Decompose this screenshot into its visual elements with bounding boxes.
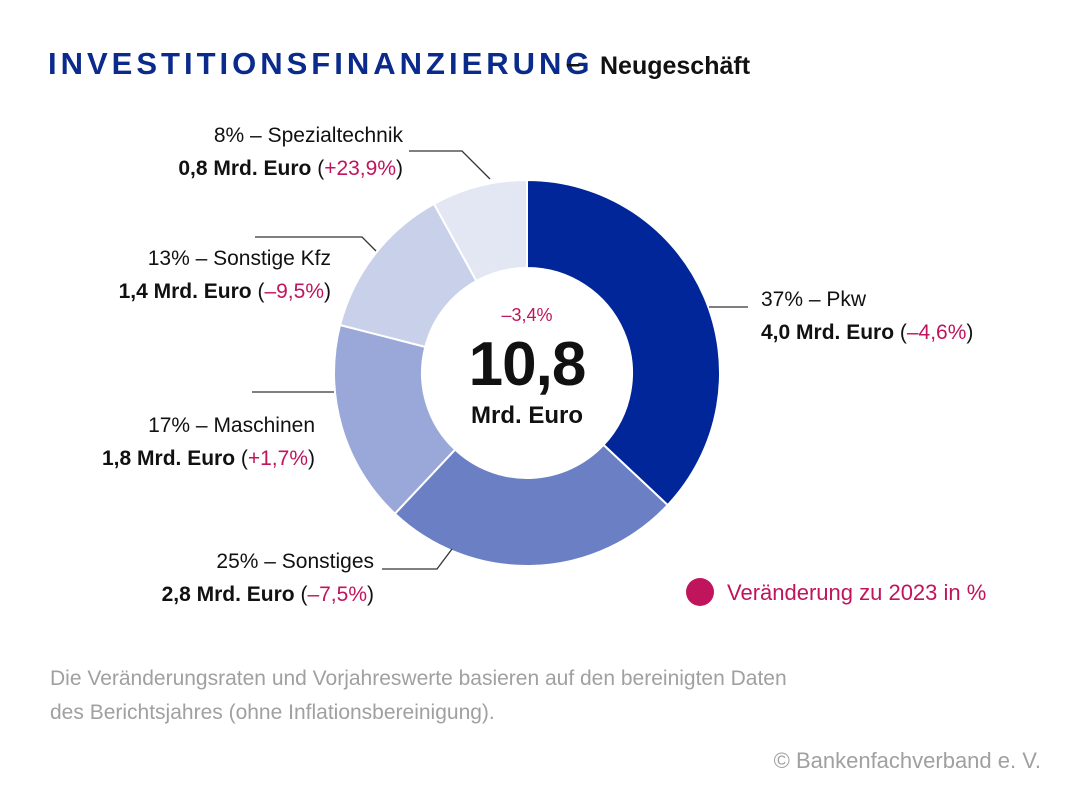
leader-line-sonstiges	[382, 548, 453, 570]
slice-change-label: –7,5%	[307, 583, 367, 606]
total-change: –3,4%	[501, 305, 552, 325]
chart-title: INVESTITIONSFINANZIERUNG	[48, 46, 594, 81]
label-value-pkw: 4,0 Mrd. Euro (–4,6%)	[761, 321, 973, 344]
label-value-maschinen: 1,8 Mrd. Euro (+1,7%)	[102, 447, 315, 470]
footnote-line-2: des Berichtsjahres (ohne Inflationsberei…	[50, 701, 495, 724]
title-separator: –	[566, 50, 580, 78]
footnote: Die Veränderungsraten und Vorjahreswerte…	[50, 667, 787, 724]
label-maschinen: 17% – Maschinen 1,8 Mrd. Euro (+1,7%)	[102, 414, 315, 470]
label-sonstige-kfz: 13% – Sonstige Kfz 1,4 Mrd. Euro (–9,5%)	[119, 247, 331, 303]
label-value-sonstige-kfz: 1,4 Mrd. Euro (–9,5%)	[119, 280, 331, 303]
slice-pkw	[526, 178, 721, 507]
leader-line-sonstige-kfz	[255, 236, 377, 252]
chart-header: INVESTITIONSFINANZIERUNG – Neugeschäft	[48, 46, 751, 81]
slice-value-label: 1,8 Mrd. Euro	[102, 447, 235, 470]
slice-value-label: 2,8 Mrd. Euro	[162, 583, 295, 606]
label-sonstiges: 25% – Sonstiges 2,8 Mrd. Euro (–7,5%)	[162, 550, 374, 606]
slice-value-label: 4,0 Mrd. Euro	[761, 321, 894, 344]
legend-label: Veränderung zu 2023 in %	[727, 580, 986, 605]
label-value-spezialtechnik: 0,8 Mrd. Euro (+23,9%)	[178, 157, 403, 180]
slice-spezialtechnik	[432, 178, 528, 283]
footnote-line-1: Die Veränderungsraten und Vorjahreswerte…	[50, 667, 787, 690]
slice-change-label: –4,6%	[907, 321, 967, 344]
leader-line-spezialtechnik	[409, 150, 491, 180]
label-share-pkw: 37% – Pkw	[761, 288, 867, 311]
chart-subtitle: Neugeschäft	[600, 52, 751, 80]
label-share-spezialtechnik: 8% – Spezialtechnik	[214, 124, 404, 147]
slice-sonstiges	[393, 443, 670, 567]
leader-lines	[252, 150, 748, 570]
slice-value-label: 0,8 Mrd. Euro	[178, 157, 311, 180]
slice-change-label: +1,7%	[248, 447, 308, 470]
label-spezialtechnik: 8% – Spezialtechnik 0,8 Mrd. Euro (+23,9%…	[178, 124, 403, 180]
label-share-maschinen: 17% – Maschinen	[148, 414, 315, 437]
total-unit: Mrd. Euro	[471, 402, 583, 429]
center-label: –3,4% 10,8 Mrd. Euro	[469, 305, 587, 429]
label-share-sonstiges: 25% – Sonstiges	[216, 550, 374, 573]
slice-labels: 37% – Pkw 4,0 Mrd. Euro (–4,6%) 25% – Sons…	[102, 124, 973, 606]
legend: Veränderung zu 2023 in %	[686, 578, 986, 606]
label-pkw: 37% – Pkw 4,0 Mrd. Euro (–4,6%)	[761, 288, 973, 344]
legend-dot	[686, 578, 714, 606]
total-value: 10,8	[469, 330, 586, 399]
donut-slices	[333, 178, 721, 567]
slice-change-label: –9,5%	[264, 280, 324, 303]
slice-change-label: +23,9%	[324, 157, 396, 180]
label-share-sonstige-kfz: 13% – Sonstige Kfz	[148, 247, 331, 270]
slice-value-label: 1,4 Mrd. Euro	[119, 280, 252, 303]
label-value-sonstiges: 2,8 Mrd. Euro (–7,5%)	[162, 583, 374, 606]
source-credit: © Bankenfachverband e. V.	[774, 748, 1041, 773]
